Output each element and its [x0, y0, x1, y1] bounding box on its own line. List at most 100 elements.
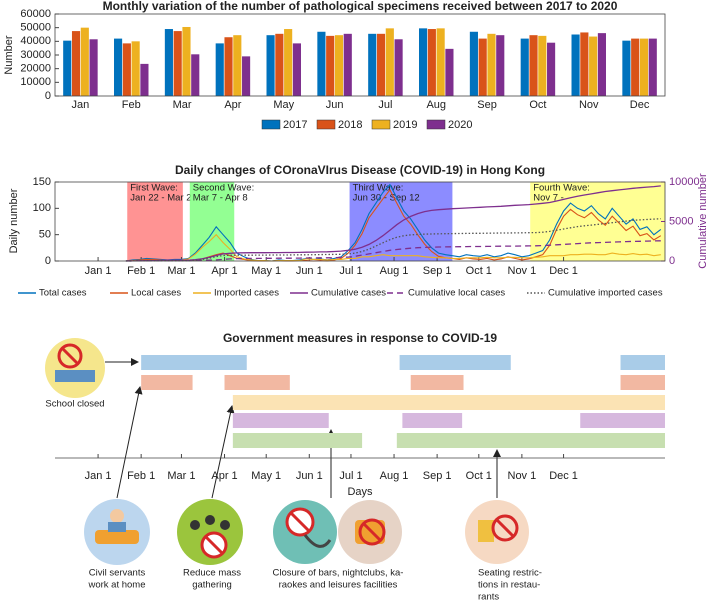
- series-line: [125, 233, 661, 262]
- wave-dates: Jan 22 - Mar 2: [130, 193, 191, 204]
- legend-label: Cumulative cases: [311, 288, 386, 299]
- y-axis-label: Number: [3, 35, 15, 74]
- y-tick-label: 60000: [20, 8, 51, 20]
- bar: [233, 35, 242, 96]
- x-tick-label: Apr 1: [211, 265, 237, 277]
- legend-label: 2018: [338, 119, 362, 131]
- bar: [131, 41, 140, 96]
- wave-region: [189, 182, 235, 261]
- measure-label: Reduce mass: [183, 568, 241, 579]
- x-axis-label: Days: [347, 486, 373, 498]
- bar: [436, 28, 445, 97]
- y-tick-label: 10000: [20, 76, 51, 88]
- measure-label: raokes and leisures facilities: [279, 580, 398, 591]
- x-tick-label: Dec 1: [549, 470, 578, 482]
- y-tick-label: 50000: [20, 22, 51, 34]
- x-tick-label: Mar 1: [167, 265, 195, 277]
- bar: [242, 56, 251, 96]
- measure-label: tions in restau-: [478, 580, 540, 591]
- wave-dates: Jun 30 - Sep 12: [353, 193, 420, 204]
- y2-tick-label: 10000: [669, 176, 700, 188]
- bar: [266, 35, 275, 96]
- measure-bar: [402, 413, 463, 428]
- bar: [63, 40, 72, 96]
- legend-label: Imported cases: [214, 288, 279, 299]
- x-tick-label: Aug: [426, 99, 446, 111]
- x-tick-label: Jun 1: [296, 265, 323, 277]
- bar: [547, 42, 556, 96]
- icon-home: [84, 499, 150, 565]
- x-tick-label: Sep 1: [423, 470, 452, 482]
- bar: [182, 26, 191, 96]
- series-line: [125, 183, 662, 262]
- plot-frame: [54, 181, 666, 262]
- bar: [469, 31, 478, 97]
- icon-bars: [273, 500, 402, 564]
- x-tick-label: Nov 1: [508, 470, 537, 482]
- y-tick-label: 0: [45, 90, 51, 102]
- x-tick-label: Jan: [72, 99, 90, 111]
- y2-tick-label: 0: [669, 255, 675, 267]
- bar: [164, 29, 173, 96]
- measure-bar: [141, 375, 193, 390]
- x-tick-label: Oct 1: [466, 265, 492, 277]
- icon-restaurant: [465, 500, 529, 564]
- wave-dates: Mar 7 - Apr 8: [193, 193, 248, 204]
- bar: [385, 28, 394, 97]
- y-tick-label: 50: [39, 229, 51, 241]
- x-tick-label: Feb 1: [127, 265, 155, 277]
- x-tick-label: Nov 1: [508, 265, 537, 277]
- y2-tick-label: 5000: [669, 215, 693, 227]
- y-tick-label: 20000: [20, 63, 51, 75]
- x-tick-label: Aug 1: [380, 470, 409, 482]
- bar: [343, 33, 352, 96]
- bar: [275, 33, 284, 96]
- legend-label: Local cases: [131, 288, 181, 299]
- y-tick-label: 150: [33, 176, 51, 188]
- x-tick-label: May: [273, 99, 294, 111]
- x-tick-label: Mar: [173, 99, 192, 111]
- series-line: [125, 188, 662, 262]
- legend-swatch: [371, 119, 391, 130]
- series-line: [125, 218, 661, 262]
- y2-axis-label: Cumulative number: [697, 173, 709, 269]
- bar: [648, 38, 657, 96]
- bar: [376, 33, 386, 96]
- bar: [215, 43, 224, 96]
- x-tick-label: Jul: [378, 99, 392, 111]
- bar: [114, 38, 123, 96]
- y-tick-label: 30000: [20, 49, 51, 61]
- y-tick-label: 0: [45, 255, 51, 267]
- measure-label: Closure of bars, nightclubs, ka-: [273, 568, 404, 579]
- measure-label: gathering: [192, 580, 232, 591]
- measure-label: rants: [478, 592, 499, 600]
- x-tick-label: Feb: [122, 99, 141, 111]
- bar: [631, 38, 640, 96]
- series-line: [125, 185, 661, 262]
- bar: [478, 38, 487, 96]
- x-tick-label: May 1: [251, 265, 281, 277]
- bar: [191, 54, 200, 96]
- bar: [224, 37, 233, 96]
- measure-label: Civil servants: [89, 568, 146, 579]
- x-tick-label: Nov: [579, 99, 599, 111]
- measure-bar: [232, 433, 363, 448]
- legend-label: Total cases: [39, 288, 87, 299]
- bar: [317, 31, 326, 97]
- bar: [89, 39, 98, 96]
- y-tick-label: 40000: [20, 35, 51, 47]
- wave-label: Fourth Wave:: [533, 183, 590, 194]
- bar: [520, 38, 529, 96]
- wave-dates: Nov 7 -: [533, 193, 564, 204]
- measure-bar: [399, 355, 511, 370]
- bar: [140, 63, 149, 96]
- bar: [597, 33, 606, 96]
- legend-label: 2019: [393, 119, 417, 131]
- x-tick-label: Jul 1: [339, 470, 362, 482]
- chart-title: Government measures in response to COVID…: [223, 331, 497, 345]
- legend-label: Cumulative imported cases: [548, 288, 663, 299]
- x-tick-label: Sep: [477, 99, 497, 111]
- bar: [419, 28, 428, 97]
- wave-region: [127, 182, 183, 261]
